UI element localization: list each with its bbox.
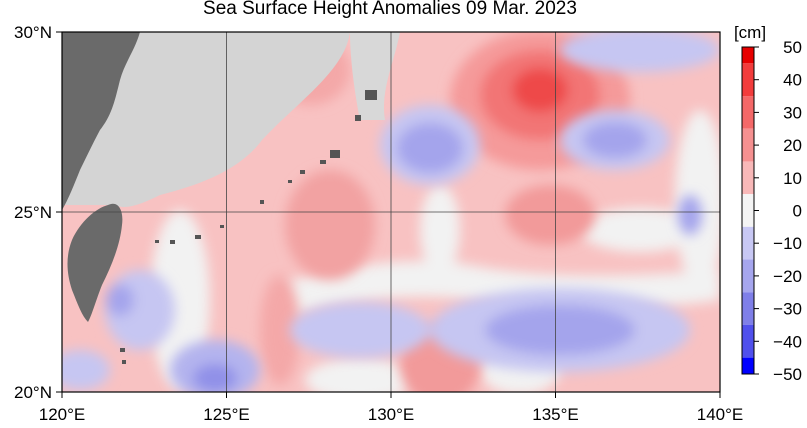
ocean-field — [62, 32, 720, 392]
colorbar-segment — [742, 324, 754, 358]
lon-label: 135°E — [532, 405, 579, 424]
map-ticks — [56, 31, 721, 398]
colorbar-tick-label: 10 — [783, 169, 802, 188]
mainland-china — [62, 32, 140, 210]
colorbar-tick-label: −10 — [773, 234, 802, 253]
colorbar: 50 40 30 20 10 0 −10 −20 −30 −40 −50 — [741, 38, 802, 384]
colorbar-tick-label: 50 — [783, 38, 802, 57]
lon-label: 130°E — [368, 405, 415, 424]
graticule — [62, 32, 720, 392]
colorbar-tick-label: 40 — [783, 71, 802, 90]
colorbar-segment — [742, 63, 754, 97]
colorbar-segment — [742, 357, 754, 374]
colorbar-unit: [cm] — [734, 23, 766, 42]
colorbar-segment — [742, 259, 754, 293]
colorbar-segment — [742, 128, 754, 162]
ryukyu-islands — [120, 90, 377, 364]
colorbar-segment — [742, 226, 754, 260]
colorbar-tick-label: −40 — [773, 332, 802, 351]
colorbar-segment — [742, 96, 754, 129]
lat-label: 30°N — [14, 23, 52, 42]
colorbar-tick-label: −30 — [773, 300, 802, 319]
colorbar-tick-label: 0 — [793, 202, 802, 221]
lon-label: 125°E — [203, 405, 250, 424]
colorbar-tick-label: −20 — [773, 267, 802, 286]
colorbar-tick-label: 20 — [783, 136, 802, 155]
colorbar-segment — [742, 47, 754, 64]
lon-label: 120°E — [39, 405, 86, 424]
land-region — [62, 32, 350, 207]
colorbar-tick-label: −50 — [773, 365, 802, 384]
colorbar-segment — [742, 194, 754, 227]
lon-label: 140°E — [697, 405, 744, 424]
lat-label: 20°N — [14, 383, 52, 402]
taiwan — [67, 203, 123, 322]
colorbar-segment — [742, 161, 754, 195]
colorbar-tick-label: 30 — [783, 103, 802, 122]
map-title: Sea Surface Height Anomalies 09 Mar. 202… — [203, 0, 577, 19]
colorbar-segment — [742, 292, 754, 325]
lat-label: 25°N — [14, 203, 52, 222]
